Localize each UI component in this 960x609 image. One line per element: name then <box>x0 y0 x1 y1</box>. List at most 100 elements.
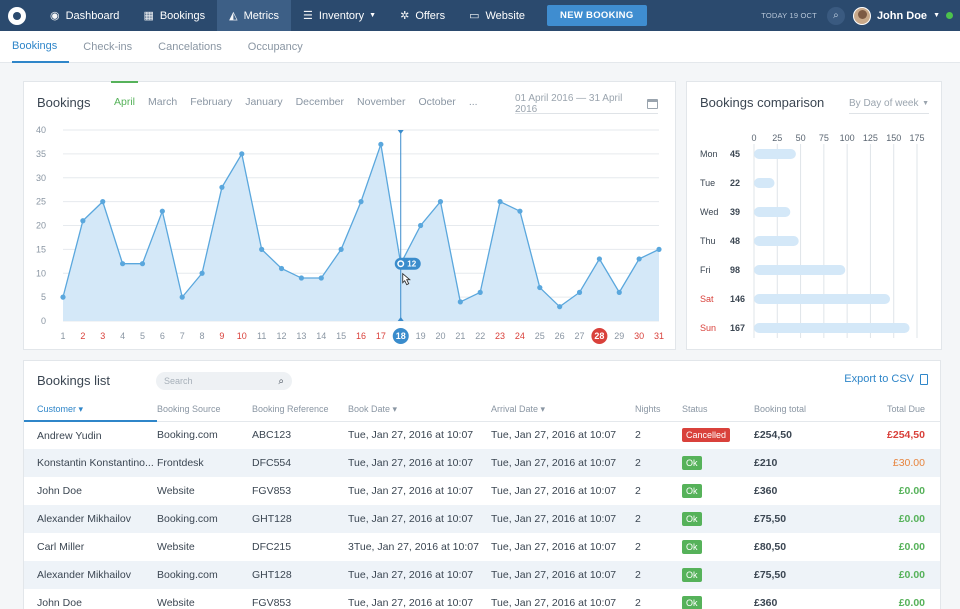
nav-inventory[interactable]: ☰ Inventory ▼ <box>291 0 388 31</box>
book-date-cell: Tue, Jan 27, 2016 at 10:07 <box>348 485 474 497</box>
book-date-cell: Tue, Jan 27, 2016 at 10:07 <box>348 597 474 609</box>
x-tick-label: 17 <box>376 331 386 341</box>
data-point <box>259 246 265 252</box>
source-cell: Website <box>157 541 195 553</box>
avatar[interactable] <box>852 6 871 25</box>
app-logo-icon[interactable] <box>8 6 26 25</box>
table-row[interactable]: John Doe Website FGV853 Tue, Jan 27, 2016 a… <box>24 477 940 505</box>
col-book-date[interactable]: Book Date ▾ <box>348 398 491 422</box>
nav-inventory-label: Inventory <box>318 9 365 22</box>
table-row[interactable]: Andrew Yudin Booking.com ABC123 Tue, Jan 27… <box>24 421 940 449</box>
book-date-cell: Tue, Jan 27, 2016 at 10:07 <box>348 449 491 477</box>
total-due-cell: £0.00 <box>898 597 925 609</box>
document-icon <box>920 373 928 385</box>
reference-cell: GHT128 <box>252 561 348 589</box>
month-february[interactable]: February <box>190 96 233 108</box>
col-nights[interactable]: Nights <box>635 398 682 422</box>
online-status-icon <box>946 12 953 19</box>
user-menu-chevron-icon[interactable]: ▼ <box>933 12 940 19</box>
data-point <box>358 199 364 205</box>
col-booking-source[interactable]: Booking Source <box>157 398 252 422</box>
source-cell: Booking.com <box>157 505 252 533</box>
status-cell: Cancelled <box>682 421 754 449</box>
bar <box>754 178 775 188</box>
month-more[interactable]: ... <box>468 96 478 108</box>
y-tick-label: 5 <box>41 292 46 302</box>
bookings-chart-title: Bookings <box>37 95 91 110</box>
date-range-picker[interactable]: 01 April 2016 — 31 April 2016 <box>515 93 658 115</box>
month-november[interactable]: November <box>357 96 406 108</box>
table-row[interactable]: John Doe Website FGV853 Tue, Jan 27, 2016 a… <box>24 589 940 609</box>
data-point <box>159 208 165 214</box>
reference-cell: GHT128 <box>252 505 348 533</box>
data-point <box>596 256 603 262</box>
data-point <box>338 246 344 252</box>
bookings-table: Customer ▾ Booking Source Booking Refere… <box>24 398 940 609</box>
chevron-down-icon: ▼ <box>369 12 377 19</box>
comparison-mode-select[interactable]: By Day of week ▼ <box>849 94 929 114</box>
total-due-cell: £0.00 <box>898 485 925 497</box>
table-row[interactable]: Carl Miller Website DFC215 3Tue, Jan 27, 20… <box>24 533 940 561</box>
table-row[interactable]: Alexander Mikhailov Booking.com GHT128 Tue,… <box>24 561 940 589</box>
y-tick-label: 10 <box>36 268 46 278</box>
col-arrival-date[interactable]: Arrival Date ▾ <box>491 398 635 422</box>
tab-occupancy[interactable]: Occupancy <box>247 41 303 53</box>
new-booking-button[interactable]: NEW BOOKING <box>547 5 647 26</box>
value-label: 167 <box>730 323 745 333</box>
category-label: Sat <box>700 294 714 304</box>
month-december[interactable]: December <box>295 96 345 108</box>
col-status[interactable]: Status <box>682 398 754 422</box>
tooltip-point-inner <box>398 261 403 266</box>
booking-total-cell: £254,50 <box>754 429 792 442</box>
x-tick-label: 30 <box>634 331 644 341</box>
search-icon[interactable]: ⌕ <box>278 375 284 387</box>
table-row[interactable]: Konstantin Konstantino... Frontdesk DFC554… <box>24 449 940 477</box>
status-badge: Ok <box>682 456 702 470</box>
status-badge: Ok <box>682 540 702 554</box>
bookings-comparison-card: 0 25 50 75 100 125 150 175 Mon 45 Tue 22 Wed 39 Thu 48 F… <box>686 81 942 350</box>
nav-metrics[interactable]: ◭ Metrics <box>217 0 292 31</box>
highlight-marker-top <box>397 130 404 134</box>
nav-website[interactable]: ▭ Website <box>457 0 537 31</box>
reference-cell: ABC123 <box>252 429 292 442</box>
tab-cancelations[interactable]: Cancelations <box>158 41 222 53</box>
tab-check-ins[interactable]: Check-ins <box>83 41 133 53</box>
book-date-cell: 3Tue, Jan 27, 2016 at 10:07 <box>348 541 479 553</box>
month-april[interactable]: April <box>110 81 139 108</box>
category-label: Thu <box>700 236 716 246</box>
nav-offers[interactable]: ✲ Offers <box>388 0 457 31</box>
nav-website-label: Website <box>485 9 526 22</box>
search-icon[interactable]: ⌕ <box>826 6 845 25</box>
tab-bookings[interactable]: Bookings <box>12 31 70 63</box>
user-name[interactable]: John Doe <box>876 9 928 22</box>
export-csv-button[interactable]: Export to CSV <box>844 373 928 385</box>
gear-icon: ✲ <box>400 10 410 22</box>
month-march[interactable]: March <box>148 96 178 108</box>
chevron-down-icon: ▼ <box>922 100 929 107</box>
nav-metrics-label: Metrics <box>243 9 280 22</box>
table-row[interactable]: Alexander Mikhailov Booking.com GHT128 Tue,… <box>24 505 940 533</box>
data-point <box>517 208 523 214</box>
x-tick-label: 31 <box>654 331 664 341</box>
nav-dashboard[interactable]: ◉ Dashboard <box>38 0 131 31</box>
col-customer[interactable]: Customer ▾ <box>24 398 157 422</box>
col-booking-reference[interactable]: Booking Reference <box>252 398 348 422</box>
status-cell: Ok <box>682 589 754 609</box>
x-tick-label: 20 <box>435 331 445 341</box>
category-label: Mon <box>700 149 718 159</box>
bookings-search-input[interactable]: Search ⌕ <box>156 372 292 390</box>
month-january[interactable]: January <box>245 96 283 108</box>
x-tick-label: 22 <box>475 331 485 341</box>
data-point <box>477 289 483 295</box>
total-due-cell: £0.00 <box>844 505 940 533</box>
bar <box>754 149 796 159</box>
nav-bookings[interactable]: ▦ Bookings <box>131 0 217 31</box>
col-booking-total[interactable]: Booking total <box>754 398 844 422</box>
col-total-due[interactable]: Total Due <box>844 398 940 422</box>
value-label: 98 <box>730 265 740 275</box>
book-date-cell: Tue, Jan 27, 2016 at 10:07 <box>348 429 474 442</box>
month-october[interactable]: October <box>418 96 456 108</box>
value-label: 48 <box>730 236 740 246</box>
booking-total-cell: £360 <box>754 597 778 609</box>
month-selector: April March February January December No… <box>110 81 491 108</box>
